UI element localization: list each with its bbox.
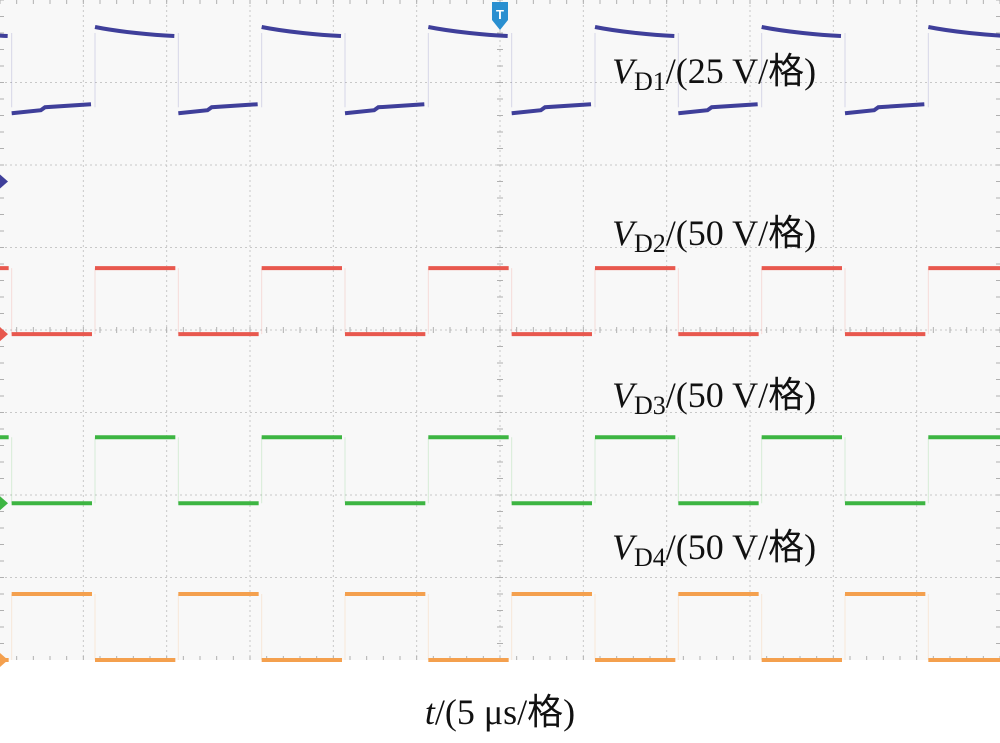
series-label-vd2: VD2/(50 V/格) xyxy=(612,215,816,257)
series-label-vd1: VD1/(25 V/格) xyxy=(612,53,816,95)
trigger-icon xyxy=(492,2,508,30)
axis-ticks xyxy=(0,0,1000,661)
series-label-vd3: VD3/(50 V/格) xyxy=(612,377,816,419)
channel-marker-d2 xyxy=(0,327,8,342)
trigger-icon-letter: T xyxy=(496,7,504,22)
series-label-unit: /(50 V/格) xyxy=(665,527,817,567)
series-label-var: V xyxy=(612,527,634,567)
x-axis-label-unit: /(5 μs/格) xyxy=(434,692,576,732)
channel-marker-d4 xyxy=(0,653,8,667)
series-label-unit: /(50 V/格) xyxy=(665,213,817,253)
traces xyxy=(0,25,1000,662)
series-label-sub: D1 xyxy=(634,67,666,96)
x-axis-label: t/(5 μs/格) xyxy=(0,694,1000,730)
channel-markers xyxy=(0,174,8,667)
channel-marker-d1 xyxy=(0,174,8,189)
trace-d1 xyxy=(0,25,1000,116)
series-label-sub: D4 xyxy=(634,543,666,572)
series-label-unit: /(25 V/格) xyxy=(665,51,817,91)
series-label-vd4: VD4/(50 V/格) xyxy=(612,529,816,571)
x-axis-label-var: t xyxy=(424,692,435,732)
series-label-sub: D3 xyxy=(634,391,666,420)
series-label-var: V xyxy=(612,213,634,253)
trace-d2 xyxy=(0,266,1000,337)
series-label-unit: /(50 V/格) xyxy=(665,375,817,415)
trace-d4 xyxy=(0,592,1000,662)
series-label-var: V xyxy=(612,375,634,415)
trace-edges-d3 xyxy=(11,437,929,504)
trace-d3 xyxy=(0,435,1000,506)
trace-edges-d1 xyxy=(11,33,929,108)
series-label-sub: D2 xyxy=(634,229,666,258)
channel-marker-d3 xyxy=(0,496,8,511)
trace-edges-d2 xyxy=(11,268,929,335)
trigger-marker: T xyxy=(492,2,508,30)
series-label-var: V xyxy=(612,51,634,91)
trace-edges-d4 xyxy=(11,594,929,660)
